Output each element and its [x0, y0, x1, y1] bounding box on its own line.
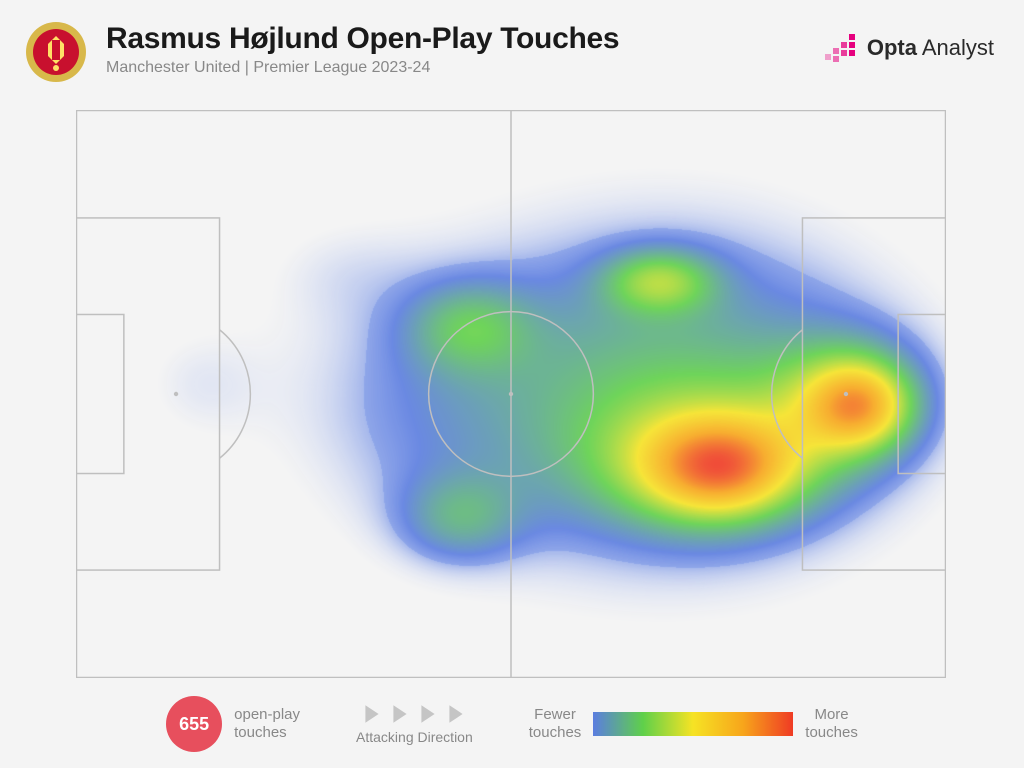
touches-label: open-play touches	[234, 706, 300, 742]
brand-name-bold: Opta	[867, 35, 917, 60]
touches-group: 655 open-play touches	[166, 696, 300, 752]
color-scale-bar	[593, 712, 793, 736]
scale-group: Fewer touches More touches	[529, 706, 858, 742]
arrow-right-icon	[361, 703, 383, 725]
touches-count-badge: 655	[166, 696, 222, 752]
chart-title: Rasmus Højlund Open-Play Touches	[106, 22, 619, 55]
brand-name-light: Analyst	[917, 35, 994, 60]
chart-subtitle: Manchester United | Premier League 2023-…	[106, 59, 619, 77]
direction-label: Attacking Direction	[356, 729, 473, 745]
opta-mark-icon	[825, 34, 859, 62]
club-crest-icon	[24, 20, 88, 84]
header: Rasmus Højlund Open-Play Touches Manches…	[0, 0, 1024, 94]
direction-group: Attacking Direction	[356, 703, 473, 745]
pitch-lines	[76, 110, 946, 678]
brand-logo: Opta Analyst	[825, 20, 994, 62]
legend: 655 open-play touches Attacking Directio…	[0, 696, 1024, 752]
arrow-right-icon	[389, 703, 411, 725]
arrow-right-icon	[417, 703, 439, 725]
fewer-label: Fewer touches	[529, 706, 582, 742]
arrow-right-icon	[445, 703, 467, 725]
title-block: Rasmus Højlund Open-Play Touches Manches…	[106, 20, 619, 77]
pitch-container	[76, 110, 946, 678]
header-left: Rasmus Højlund Open-Play Touches Manches…	[24, 20, 619, 84]
more-label: More touches	[805, 706, 858, 742]
brand-text: Opta Analyst	[867, 35, 994, 61]
attacking-direction-arrows	[356, 703, 473, 725]
